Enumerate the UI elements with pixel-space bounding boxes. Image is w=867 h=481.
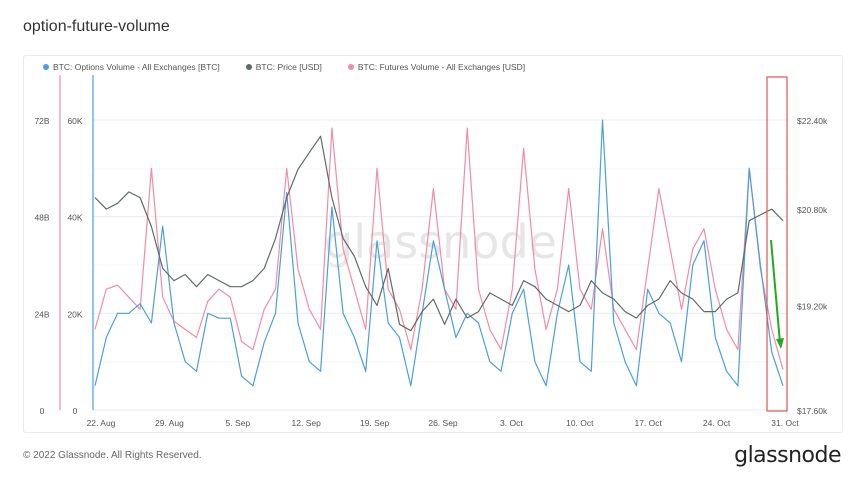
chart-legend: BTC: Options Volume - All Exchanges [BTC… xyxy=(43,62,525,72)
annotation-arrow-head xyxy=(776,338,784,349)
legend-futures-label: BTC: Futures Volume - All Exchanges [USD… xyxy=(357,62,526,72)
x-axis-tick: 10. Oct xyxy=(566,418,594,428)
x-axis-tick: 24. Oct xyxy=(703,418,731,428)
futures-axis-tick: 48B xyxy=(34,213,49,223)
annotation-arrow-shaft xyxy=(770,239,781,344)
legend-futures-dot xyxy=(347,64,354,70)
options-axis-tick: 20K xyxy=(67,309,82,319)
legend-options-label: BTC: Options Volume - All Exchanges [BTC… xyxy=(53,62,220,72)
x-axis-tick: 26. Sep xyxy=(428,418,458,428)
price-axis-tick: $19.20k xyxy=(797,301,828,311)
legend-item-options[interactable]: BTC: Options Volume - All Exchanges [BTC… xyxy=(43,62,220,72)
x-axis-tick: 19. Sep xyxy=(360,418,390,428)
copyright-text: © 2022 Glassnode. All Rights Reserved. xyxy=(23,450,202,461)
x-axis-tick: 22. Aug xyxy=(87,418,116,428)
highlight-box xyxy=(766,76,788,412)
x-axis-tick: 31. Oct xyxy=(771,418,799,428)
futures-axis-tick: 0 xyxy=(40,406,45,416)
options-axis-tick: 60K xyxy=(67,116,82,126)
watermark-text: glassnode xyxy=(324,215,557,269)
brand-logo: glassnode xyxy=(734,443,841,468)
legend-price-dot xyxy=(245,64,252,70)
futures-axis-tick: 72B xyxy=(34,116,49,126)
x-axis-tick: 17. Oct xyxy=(634,418,662,428)
page-title: option-future-volume xyxy=(23,18,170,35)
series-line-price xyxy=(94,135,784,332)
price-axis-tick: $22.40k xyxy=(797,116,828,126)
legend-options-dot xyxy=(43,64,49,70)
legend-item-futures[interactable]: BTC: Futures Volume - All Exchanges [USD… xyxy=(347,62,526,72)
x-axis-tick: 5. Sep xyxy=(226,418,251,428)
x-axis-tick: 3. Oct xyxy=(500,418,523,428)
x-axis-tick: 29. Aug xyxy=(155,418,184,428)
legend-price-label: BTC: Price [USD] xyxy=(255,62,322,72)
legend-item-price[interactable]: BTC: Price [USD] xyxy=(245,62,322,72)
options-axis-tick: 40K xyxy=(67,213,82,223)
options-axis-tick: 0 xyxy=(73,406,78,416)
price-axis-tick: $17.60k xyxy=(797,406,828,416)
price-axis-tick: $20.80k xyxy=(797,205,828,215)
x-axis-tick: 12. Sep xyxy=(292,418,322,428)
series-line-futures xyxy=(94,127,784,370)
futures-axis-tick: 24B xyxy=(34,309,49,319)
series-line-options xyxy=(94,119,784,387)
